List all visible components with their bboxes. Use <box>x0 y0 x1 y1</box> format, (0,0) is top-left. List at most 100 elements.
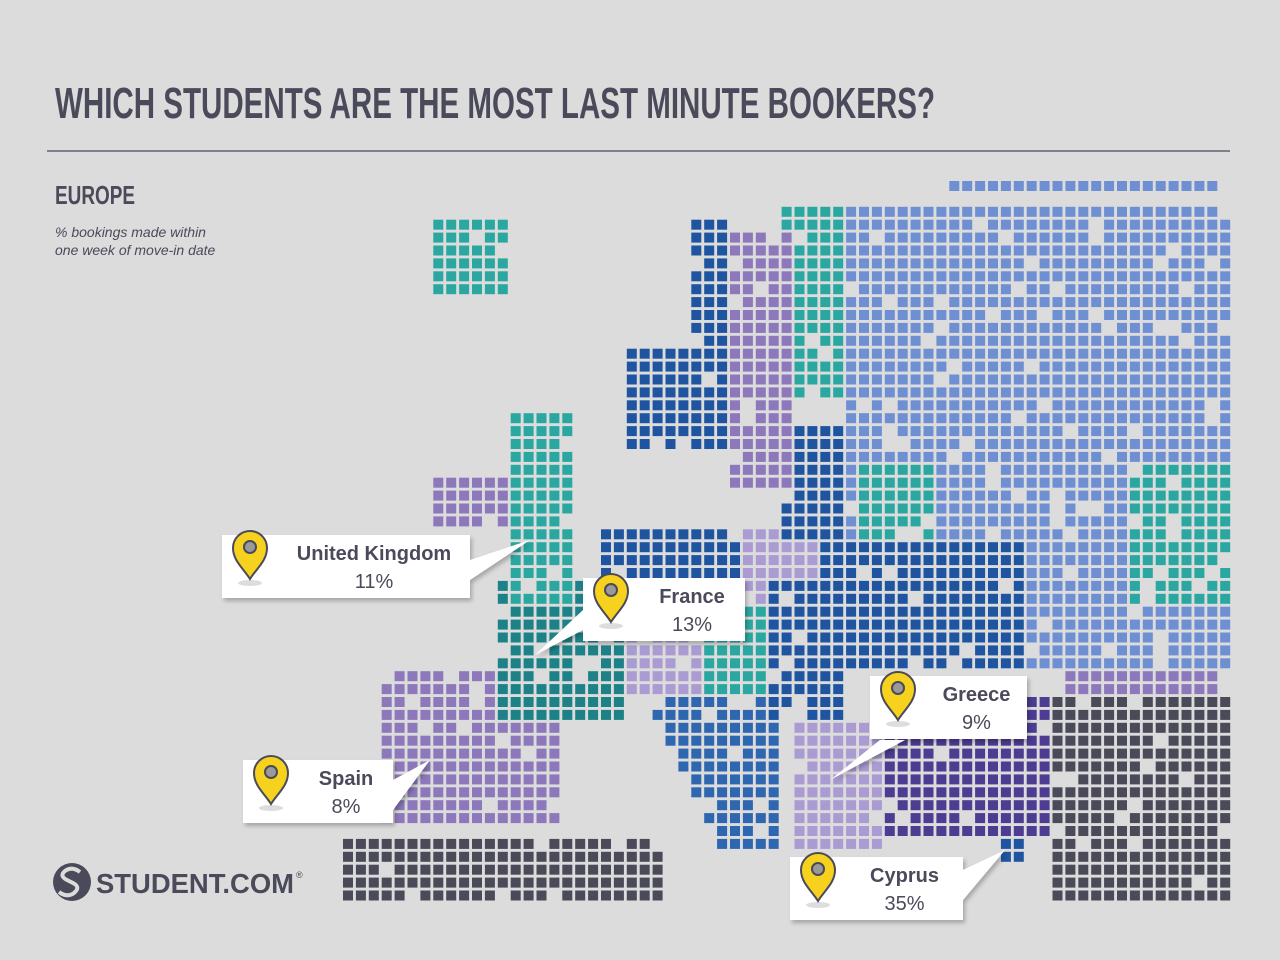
map-cell <box>949 310 960 320</box>
map-cell <box>1104 877 1115 888</box>
map-cell <box>730 464 740 475</box>
map-cell <box>1207 490 1218 501</box>
map-cell <box>1026 813 1037 824</box>
map-cell <box>678 722 689 733</box>
map-cell <box>910 387 921 398</box>
map-cell <box>446 851 457 862</box>
map-cell <box>1091 787 1102 798</box>
map-cell <box>755 709 766 720</box>
map-cell <box>1168 542 1179 553</box>
map-cell <box>1078 813 1089 824</box>
map-cell <box>859 813 869 824</box>
map-cell <box>510 851 521 862</box>
map-cell <box>1104 580 1115 591</box>
logo-icon-s <box>57 866 82 898</box>
map-cell <box>820 697 831 707</box>
map-cell <box>497 232 508 243</box>
map-cell <box>1091 542 1102 553</box>
map-cell <box>523 838 534 849</box>
map-cell <box>433 697 444 707</box>
map-cell <box>1194 826 1205 836</box>
map-cell <box>1052 245 1063 256</box>
map-cell <box>704 258 715 269</box>
map-cell <box>1129 555 1140 566</box>
map-cell <box>1168 813 1179 824</box>
map-cell <box>1142 451 1153 462</box>
map-cell <box>704 761 715 772</box>
map-cell <box>949 503 960 514</box>
map-cell <box>910 361 921 372</box>
map-cell <box>949 735 960 746</box>
map-cell <box>1013 322 1024 333</box>
map-cell <box>975 374 986 385</box>
map-cell <box>484 258 495 269</box>
map-cell <box>846 555 857 566</box>
map-cell <box>626 671 637 682</box>
map-cell <box>1039 748 1050 759</box>
map-cell <box>1168 722 1179 733</box>
map-cell <box>1078 232 1089 243</box>
map-cell <box>794 606 805 617</box>
map-cell <box>833 774 844 785</box>
map-cell <box>472 477 482 488</box>
map-cell <box>704 426 715 437</box>
map-cell <box>678 426 689 437</box>
map-cell <box>433 761 444 772</box>
map-cell <box>1065 838 1076 849</box>
map-cell <box>536 877 547 888</box>
map-cell <box>1013 271 1024 282</box>
map-cell <box>962 258 973 269</box>
map-cell <box>536 761 547 772</box>
map-cell <box>962 219 973 230</box>
map-cell <box>949 400 960 411</box>
map-cell <box>691 774 702 785</box>
map-cell <box>626 374 637 385</box>
map-cell <box>1013 503 1024 514</box>
map-cell <box>1039 284 1050 295</box>
map-cell <box>871 464 882 475</box>
map-cell <box>1000 838 1011 849</box>
map-cell <box>420 748 431 759</box>
map-cell <box>1091 632 1102 643</box>
map-cell <box>781 619 792 630</box>
map-cell <box>988 774 998 785</box>
map-cell <box>446 709 457 720</box>
map-cell <box>1065 490 1076 501</box>
map-cell <box>910 606 921 617</box>
map-cell <box>1039 348 1050 359</box>
section-title: EUROPE <box>55 180 135 210</box>
map-cell <box>1104 529 1115 540</box>
map-cell <box>884 387 895 398</box>
map-cell <box>1117 490 1127 501</box>
map-cell <box>691 232 702 243</box>
map-cell <box>1065 232 1076 243</box>
map-cell <box>1194 555 1205 566</box>
map-cell <box>1026 697 1037 707</box>
map-cell <box>497 748 508 759</box>
map-cell <box>1207 826 1218 836</box>
map-cell <box>807 645 818 656</box>
map-cell <box>794 322 805 333</box>
map-cell <box>1078 477 1089 488</box>
map-cell <box>975 232 986 243</box>
map-cell <box>1013 400 1024 411</box>
map-cell <box>820 606 831 617</box>
map-cell <box>665 348 676 359</box>
map-cell <box>639 361 650 372</box>
map-cell <box>1181 748 1192 759</box>
map-cell <box>446 748 457 759</box>
map-cell <box>1052 181 1063 191</box>
map-cell <box>1091 348 1102 359</box>
map-cell <box>1207 838 1218 849</box>
map-cell <box>691 439 702 449</box>
map-cell <box>820 426 831 437</box>
map-cell <box>742 735 753 746</box>
map-cell <box>459 813 470 824</box>
map-cell <box>1104 593 1115 604</box>
map-cell <box>704 297 715 308</box>
map-cell <box>975 813 986 824</box>
map-cell <box>1129 877 1140 888</box>
map-cell <box>1000 735 1011 746</box>
map-cell <box>794 774 805 785</box>
map-cell <box>1039 709 1050 720</box>
